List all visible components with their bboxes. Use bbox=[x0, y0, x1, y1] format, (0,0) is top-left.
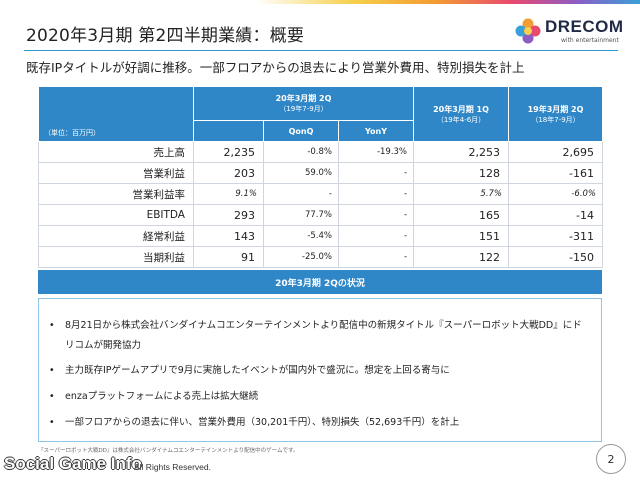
header-divider bbox=[24, 50, 618, 51]
bullet-icon: • bbox=[49, 391, 55, 402]
unit-label: （単位：百万円） bbox=[38, 86, 194, 142]
watermark-brand: Social Game Info bbox=[4, 454, 142, 473]
bullet-icon: • bbox=[49, 320, 55, 331]
status-box: • 8月21日から株式会社バンダイナムコエンターテインメントより配信中の新規タイ… bbox=[38, 298, 602, 442]
logo-wordmark: DRECOM bbox=[545, 17, 624, 36]
col-header-yony: YonY bbox=[337, 120, 415, 142]
page-subtitle: 既存IPタイトルが好調に推移。一部フロアからの退去により営業外費用、特別損失を計… bbox=[26, 60, 525, 75]
col-header-prev-y: 19年3月期 2Q （18年7-9月） bbox=[508, 86, 604, 142]
page-title: 2020年3月期 第2四半期業績：概要 bbox=[26, 26, 305, 46]
footnote: 『スーパーロボット大戦DD』は株式会社バンダイナムコエンターテインメントより配信… bbox=[38, 448, 299, 454]
logo-flower-icon bbox=[515, 18, 541, 44]
table-row: 営業利益 203 59.0% - 128 -161 bbox=[38, 162, 604, 184]
table-row: 営業利益率 9.1% - - 5.7% -6.0% bbox=[38, 183, 604, 205]
bullet-icon: • bbox=[49, 417, 55, 428]
table-row: 売上高 2,235 -0.8% -19.3% 2,253 2,695 bbox=[38, 141, 604, 163]
bullet-icon: • bbox=[49, 365, 55, 376]
rights-text: All Rights Reserved. bbox=[134, 462, 212, 472]
table-row: 経常利益 143 -5.4% - 151 -311 bbox=[38, 225, 604, 247]
col-header-prev-q: 20年3月期 1Q （19年4-6月） bbox=[413, 86, 510, 142]
col-header-qonq: QonQ bbox=[263, 120, 339, 142]
top-rainbow-bar bbox=[0, 0, 640, 4]
col-header-main: 20年3月期 2Q （19年7-9月） bbox=[192, 86, 415, 121]
logo-tagline: with entertainment bbox=[561, 37, 619, 44]
status-section-title: 20年3月期 2Qの状況 bbox=[38, 270, 602, 294]
results-table: （単位：百万円） 20年3月期 2Q （19年7-9月） 20年3月期 1Q （… bbox=[38, 86, 604, 268]
table-row: 当期利益 91 -25.0% - 122 -150 bbox=[38, 246, 604, 268]
table-row: EBITDA 293 77.7% - 165 -14 bbox=[38, 204, 604, 226]
page-number: 2 bbox=[596, 444, 626, 474]
col-header-blank bbox=[193, 120, 264, 142]
drecom-logo: DRECOM with entertainment bbox=[515, 16, 625, 48]
